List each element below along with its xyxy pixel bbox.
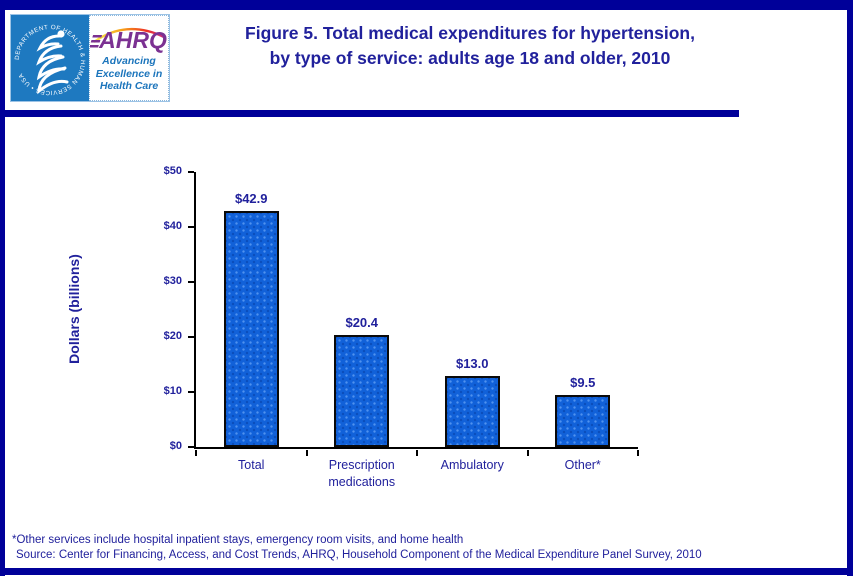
page-border-right: [847, 0, 853, 576]
y-axis-tick: [188, 281, 194, 283]
x-category-label: Prescription medications: [328, 458, 396, 489]
bar-value-label: $9.5: [570, 374, 596, 390]
y-axis-tick: [188, 446, 194, 448]
y-axis-tick-label: $40: [163, 220, 182, 232]
y-axis-tick-label: $0: [169, 440, 182, 452]
page-border-top: [0, 0, 853, 10]
bar: [334, 334, 390, 447]
x-axis-tick: [637, 450, 639, 456]
page-border-left: [0, 0, 5, 576]
x-axis-tick: [305, 450, 308, 456]
bar-value-label: $20.4: [345, 314, 379, 330]
ahrq-tagline-line1: Advancing: [102, 55, 156, 67]
y-axis-tick: [188, 391, 194, 393]
x-category-label: Total: [238, 458, 265, 472]
y-axis-tick-label: $20: [163, 330, 182, 342]
figure-title: Figure 5. Total medical expenditures for…: [170, 21, 770, 70]
figure-title-line2: by type of service: adults age 18 and ol…: [269, 47, 671, 68]
ahrq-tagline: Advancing Excellence in Health Care: [90, 55, 168, 93]
bar: [555, 394, 611, 447]
bar: [223, 211, 279, 447]
header-divider: [0, 110, 739, 117]
footnote-other-services: *Other services include hospital inpatie…: [12, 534, 464, 546]
x-axis-tick: [526, 450, 529, 456]
x-axis-line: [194, 447, 638, 449]
bar-value-label: $13.0: [455, 355, 489, 371]
y-axis-tick: [188, 336, 194, 338]
y-axis-tick-label: $30: [163, 275, 182, 287]
bar-value-label: $42.9: [234, 191, 268, 207]
x-category-label: Other*: [564, 458, 601, 472]
figure-title-line1: Figure 5. Total medical expenditures for…: [245, 23, 695, 43]
bar: [444, 375, 500, 447]
y-axis-tick: [188, 171, 194, 173]
ahrq-acronym-text: AHRQ: [99, 27, 167, 53]
ahrq-logo: AHRQ Advancing Excellence in Health Care: [89, 15, 169, 101]
y-axis-tick-label: $10: [163, 385, 182, 397]
y-axis-tick: [188, 226, 194, 228]
y-axis-title: Dollars (billions): [66, 254, 82, 364]
ahrq-tagline-line3: Health Care: [99, 80, 159, 92]
ahrq-tagline-line2: Excellence in: [95, 67, 163, 80]
hhs-seal: DEPARTMENT OF HEALTH & HUMAN SERVICES • …: [11, 15, 89, 101]
ahrq-wordmark: AHRQ: [90, 28, 168, 52]
bar-chart-plot-area: $0 $10 $20 $30 $40 $50 $42.9 Total $20.4 Prescrip…: [164, 165, 639, 489]
hhs-eagle-icon: DEPARTMENT OF HEALTH & HUMAN SERVICES • …: [14, 24, 86, 96]
x-category-label: Ambulatory: [440, 458, 504, 472]
y-axis-line: [194, 172, 196, 449]
hhs-ahrq-logo: DEPARTMENT OF HEALTH & HUMAN SERVICES • …: [10, 14, 170, 102]
page-border-bottom: [0, 568, 853, 575]
x-axis-tick: [416, 450, 418, 456]
x-axis-tick: [195, 450, 197, 456]
footnote-source: Source: Center for Financing, Access, an…: [16, 549, 702, 561]
y-axis-tick-label: $50: [163, 165, 182, 177]
